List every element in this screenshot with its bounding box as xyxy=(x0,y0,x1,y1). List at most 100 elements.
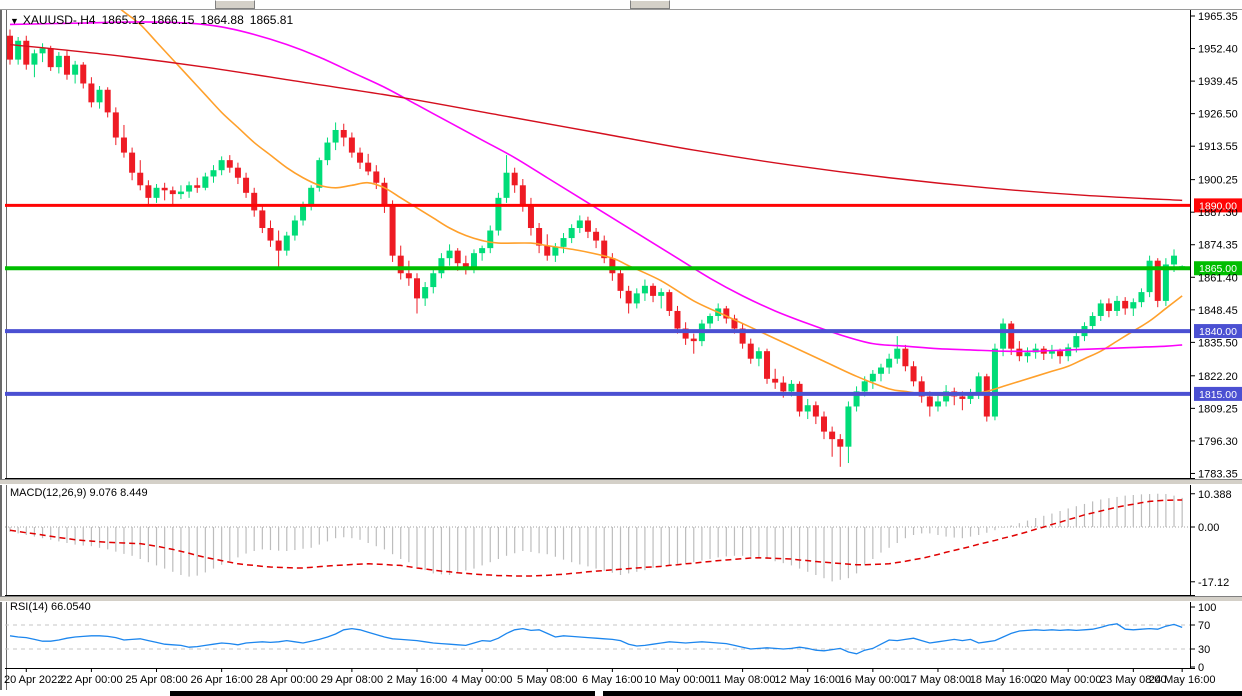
candle-body xyxy=(812,405,819,417)
scrollbar-thumb[interactable] xyxy=(215,0,255,9)
candle-body xyxy=(96,89,103,103)
rsi-line xyxy=(9,623,1183,655)
candle-body xyxy=(47,48,54,68)
candle-body xyxy=(373,171,380,183)
candle-body xyxy=(764,351,771,379)
candle-body xyxy=(55,55,62,68)
symbol-dropdown-icon[interactable]: ▼ xyxy=(10,16,19,26)
ma-fast-orange xyxy=(120,10,1183,397)
candle-body xyxy=(283,235,290,251)
candle-body xyxy=(186,185,193,192)
candle-body xyxy=(975,376,982,393)
candle-body xyxy=(381,182,388,206)
candle-body xyxy=(129,152,136,173)
axis-label: 1913.55 xyxy=(1198,141,1238,153)
candle-body xyxy=(959,396,966,399)
candle-body xyxy=(300,205,307,221)
candle-body xyxy=(470,253,477,269)
candle-body xyxy=(153,187,160,198)
axis-label: 1965.35 xyxy=(1198,11,1238,23)
bottom-bar-segment xyxy=(603,691,1242,696)
rsi-indicator-label: RSI(14) 66.0540 xyxy=(10,601,91,613)
axis-label: 17 May 08:00 xyxy=(905,674,972,686)
candle-body xyxy=(218,160,225,171)
candle-body xyxy=(829,431,836,440)
candle-body xyxy=(837,439,844,447)
axis-label: 11 May 08:00 xyxy=(710,674,776,686)
bottom-bar-segment xyxy=(170,691,595,696)
candle-body xyxy=(934,401,941,407)
ma-slow-darkred xyxy=(9,43,1183,202)
candle-body xyxy=(291,220,298,236)
axis-label: 1783.35 xyxy=(1198,468,1238,480)
candle-body xyxy=(682,328,689,339)
candle-body xyxy=(625,290,632,304)
candle-body xyxy=(495,197,502,231)
candle-body xyxy=(1162,264,1169,301)
candle-body xyxy=(780,382,787,392)
price-level-tag xyxy=(1194,261,1242,276)
axis-label: 20 Apr 2022 xyxy=(4,674,63,686)
ohlc-close: 1865.81 xyxy=(249,13,294,27)
candle-body xyxy=(1138,292,1145,303)
candle-body xyxy=(15,40,22,60)
axis-label: 26 Apr 16:00 xyxy=(190,674,252,686)
axis-label: 10 May 00:00 xyxy=(644,674,711,686)
candle-body xyxy=(454,250,461,264)
axis-label: 25 Apr 08:00 xyxy=(125,674,187,686)
candle-body xyxy=(658,292,665,296)
candle-body xyxy=(1130,302,1137,309)
candle-body xyxy=(821,416,827,432)
panel-splitter[interactable] xyxy=(0,479,1242,485)
candle-body xyxy=(177,191,184,195)
macd-values: 9.076 8.449 xyxy=(89,487,148,499)
ohlc-high: 1866.15 xyxy=(151,13,195,27)
candle-body xyxy=(593,231,600,241)
candle-body xyxy=(1065,347,1072,357)
axis-label: 2 May 16:00 xyxy=(387,674,448,686)
axis-label: 1809.25 xyxy=(1198,403,1238,415)
time-axis xyxy=(25,668,1183,672)
axis-label: 1926.50 xyxy=(1198,109,1238,121)
candle-body xyxy=(731,318,738,329)
axis-label: 20 May 00:00 xyxy=(1035,674,1102,686)
macd-indicator-label: MACD(12,26,9) 9.076 8.449 xyxy=(10,487,148,499)
candle-body xyxy=(72,64,79,75)
candle-body xyxy=(690,338,697,342)
axis-label: 1865.00 xyxy=(1199,263,1237,275)
candle-body xyxy=(568,228,575,239)
candle-body xyxy=(845,406,852,447)
axis-label: 30 xyxy=(1198,644,1210,656)
candle-body xyxy=(902,348,909,367)
candle-body xyxy=(259,210,266,229)
price-level-tag xyxy=(1194,324,1242,339)
candle-body xyxy=(926,396,933,407)
candle-body xyxy=(316,160,323,188)
candle-body xyxy=(552,246,559,256)
candle-body xyxy=(243,177,250,193)
candle-body xyxy=(609,258,616,274)
panel-splitter[interactable] xyxy=(0,596,1242,602)
candle-body xyxy=(234,167,241,178)
candle-body xyxy=(80,64,87,84)
axis-label: 4 May 00:00 xyxy=(452,674,513,686)
candle-body xyxy=(1057,351,1064,357)
candle-body xyxy=(755,351,762,359)
candle-body xyxy=(63,55,70,75)
candle-body xyxy=(511,172,518,186)
candle-body xyxy=(576,220,583,229)
candle-body xyxy=(503,172,510,198)
axis-label: 1887.30 xyxy=(1198,207,1238,219)
scrollbar-thumb[interactable] xyxy=(630,0,670,9)
candle-body xyxy=(519,185,526,206)
candle-body xyxy=(1000,323,1007,349)
price-level-tag xyxy=(1194,386,1242,401)
chart-symbol-header: ▼ XAUUSD-,H4 1865.12 1866.15 1864.88 1865.81 xyxy=(10,13,299,27)
candle-body xyxy=(422,287,429,299)
top-scrollbar-strip xyxy=(0,0,1242,10)
axis-label: 24 May 16:00 xyxy=(1149,674,1216,686)
candle-body xyxy=(723,308,730,319)
axis-label: 23 May 08:00 xyxy=(1100,674,1167,686)
candle-body xyxy=(446,250,453,259)
